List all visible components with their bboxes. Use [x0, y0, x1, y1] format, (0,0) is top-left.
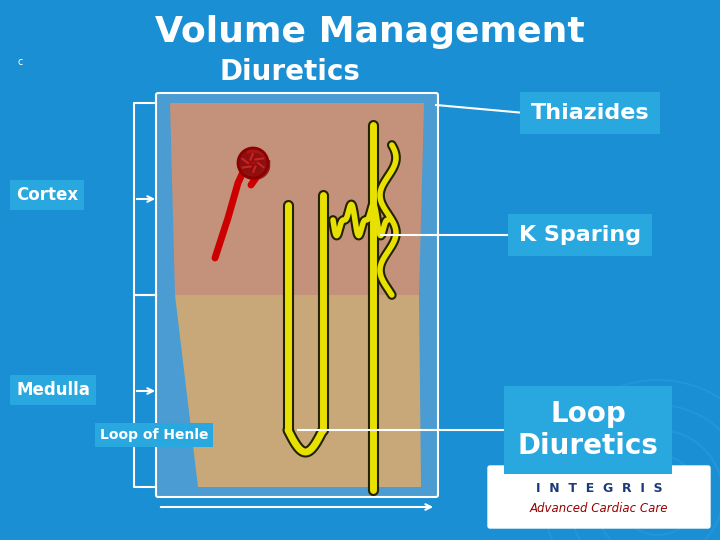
Text: Loop of Henle: Loop of Henle — [100, 428, 209, 442]
FancyBboxPatch shape — [156, 93, 438, 497]
Text: K Sparing: K Sparing — [519, 225, 641, 245]
Circle shape — [238, 148, 268, 178]
Text: c: c — [18, 57, 23, 67]
Text: Loop
Diuretics: Loop Diuretics — [518, 400, 658, 460]
Text: I  N  T  E  G  R  I  S: I N T E G R I S — [536, 482, 662, 495]
Text: Advanced Cardiac Care: Advanced Cardiac Care — [530, 502, 668, 515]
Polygon shape — [170, 103, 424, 295]
Text: Medulla: Medulla — [16, 381, 90, 399]
Polygon shape — [175, 295, 421, 487]
Text: Cortex: Cortex — [16, 186, 78, 204]
Text: Thiazides: Thiazides — [531, 103, 649, 123]
Text: Volume Management: Volume Management — [155, 15, 585, 49]
Text: Diuretics: Diuretics — [220, 58, 361, 86]
FancyBboxPatch shape — [488, 466, 710, 528]
